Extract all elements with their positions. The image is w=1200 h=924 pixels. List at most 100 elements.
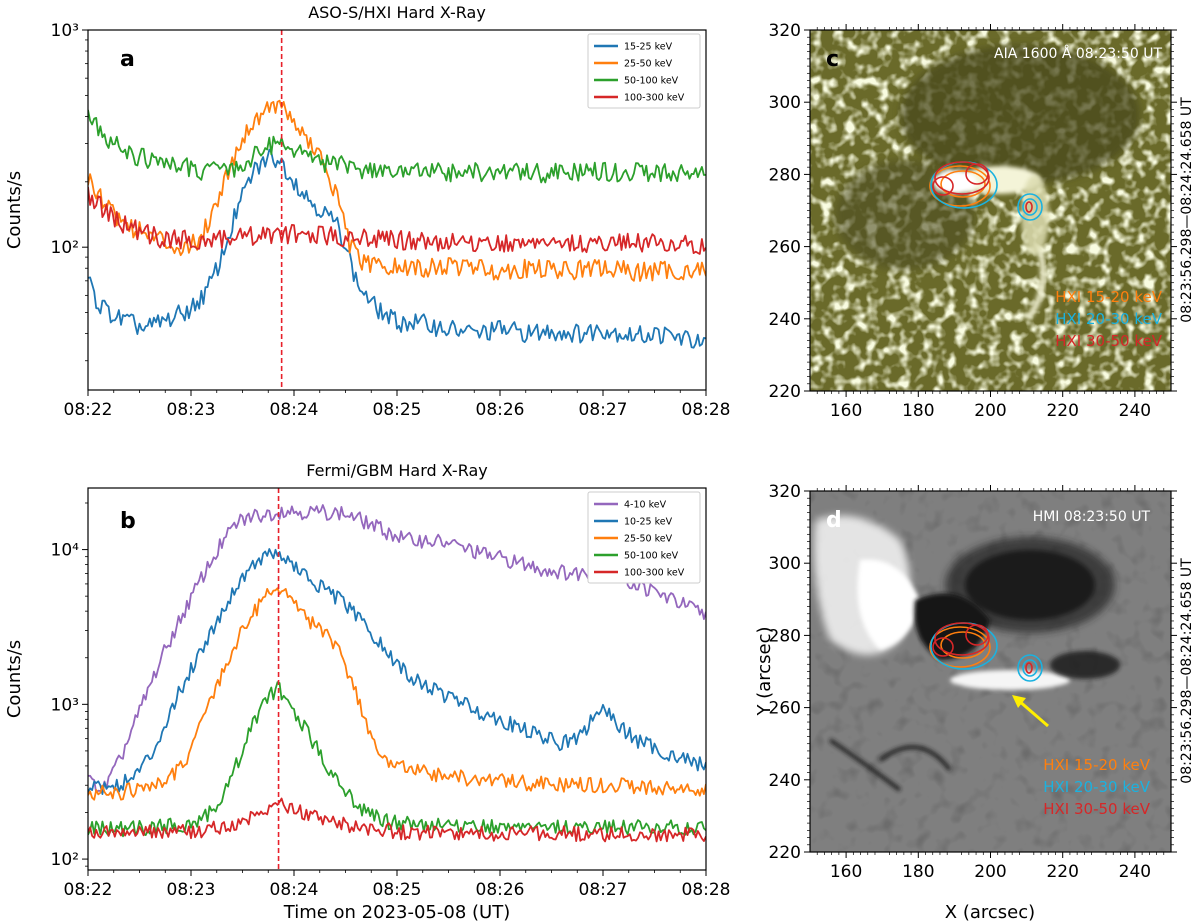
panel-b-ticks: 08:22 08:23 08:24 08:25 08:26 08:27 08:28 10² 10… — [51, 502, 731, 900]
yellow-arrow-head — [1012, 695, 1026, 708]
aia-dark-region — [900, 45, 1140, 185]
aia-filament-trace — [1025, 249, 1047, 320]
panel-a-legend: 15-25 keV 25-50 keV 50-100 keV 100-300 keV — [587, 33, 701, 109]
x-tick-label: 180 — [902, 401, 934, 421]
panel-c-image — [810, 30, 1171, 391]
y-tick-label: 280 — [769, 165, 801, 185]
legend-box — [587, 491, 701, 584]
contour-d-15-20-b — [940, 631, 986, 659]
y-tick-label: 220 — [769, 843, 801, 863]
panel-c: 160 180 200 220 240 220 240 260 280 300 320 c AIA … — [769, 21, 1195, 421]
series-line-25-50-keV — [88, 99, 706, 282]
panel-d-image-title: HMI 08:23:50 UT — [1033, 509, 1151, 525]
y-tick-label: 240 — [769, 310, 801, 330]
panel-d-side-label: 08:23:56.298—08:24:24.658 UT — [1179, 558, 1195, 784]
y-tick-label: 240 — [769, 771, 801, 791]
contour-d-20-30-c — [1022, 659, 1038, 677]
y-tick-label: 10³ — [51, 21, 79, 41]
x-tick-label: 200 — [974, 401, 1006, 421]
aia-flare-ribbon — [960, 166, 1040, 194]
panel-d-label: d — [826, 508, 842, 533]
contour-d-30-50-d — [1025, 662, 1033, 674]
contour-d-20-30-b — [1017, 654, 1043, 682]
panel-d: 160 180 200 220 240 220 240 260 280 300 320 d HMI … — [754, 482, 1195, 923]
panel-b-ylabel: Counts/s — [4, 640, 25, 718]
x-tick-label: 160 — [830, 401, 862, 421]
y-tick-label: 260 — [769, 699, 801, 719]
legend-label: 4-10 keV — [624, 500, 667, 511]
x-tick-label: 08:28 — [682, 400, 731, 420]
contour-c-15-20-b — [940, 170, 986, 198]
panel-b-label: b — [120, 509, 136, 534]
panel-d-legend-20-30: HXI 20-30 keV — [1043, 778, 1150, 796]
hmi-positive-core — [857, 559, 920, 650]
x-tick-label: 08:25 — [373, 400, 422, 420]
aia-flare-tail — [1021, 175, 1049, 255]
y-tick-label: 280 — [769, 626, 801, 646]
y-tick-label: 10² — [51, 850, 79, 870]
contour-c-20-30-c — [1022, 198, 1038, 216]
panel-a-label: a — [120, 47, 135, 72]
y-tick-label: 220 — [769, 382, 801, 402]
contour-c-30-50-d — [1025, 201, 1033, 213]
x-tick-label: 08:23 — [167, 880, 216, 900]
hmi-positive-ribbon — [950, 670, 1070, 690]
series-line-50-100-keV — [88, 681, 706, 838]
panel-c-legend-30-50: HXI 30-50 keV — [1055, 332, 1162, 350]
x-tick-label: 08:26 — [476, 400, 525, 420]
contour-c-30-50-a — [932, 176, 954, 196]
series-line-15-25-keV — [88, 148, 706, 349]
x-tick-label: 08:28 — [682, 880, 731, 900]
x-tick-label: 08:22 — [64, 400, 113, 420]
panel-c-contours — [929, 161, 1043, 221]
y-tick-label: 320 — [769, 21, 801, 41]
panel-d-ticks: 160 180 200 220 240 220 240 260 280 300 320 — [769, 482, 1177, 882]
series-line-100-300-keV — [88, 186, 706, 255]
legend-label: 25-50 keV — [624, 59, 673, 70]
legend-label: 15-25 keV — [624, 42, 673, 53]
contour-c-30-50-c — [934, 161, 990, 195]
y-tick-label: 10³ — [51, 695, 79, 715]
legend-box — [587, 33, 701, 109]
panel-b-legend: 4-10 keV 10-25 keV 25-50 keV 50-100 keV 100-… — [587, 491, 701, 584]
y-tick-label: 300 — [769, 93, 801, 113]
panel-a-title: ASO-S/HXI Hard X-Ray — [308, 3, 486, 22]
panel-a-plot-area — [88, 30, 706, 390]
contour-c-15-20-a — [929, 165, 991, 207]
y-tick-label: 320 — [769, 482, 801, 502]
y-tick-label: 10⁴ — [51, 541, 80, 561]
panel-d-ylabel: Y (arcsec) — [754, 626, 775, 716]
y-tick-label: 260 — [769, 238, 801, 258]
legend-label: 10-25 keV — [624, 517, 673, 528]
panel-a-ticks: 08:22 08:23 08:24 08:25 08:26 08:27 08:28 10² 10… — [51, 21, 731, 420]
x-tick-label: 08:22 — [64, 880, 113, 900]
panel-d-image — [810, 491, 1171, 852]
contour-c-20-30-b — [1017, 193, 1043, 221]
x-tick-label: 200 — [974, 862, 1006, 882]
x-tick-label: 08:23 — [167, 400, 216, 420]
panel-d-xlabel: X (arcsec) — [945, 902, 1035, 923]
x-tick-label: 240 — [1119, 862, 1151, 882]
panel-c-ticks: 160 180 200 220 240 220 240 260 280 300 320 — [769, 21, 1177, 421]
x-tick-label: 08:25 — [373, 880, 422, 900]
x-tick-label: 08:24 — [270, 880, 319, 900]
legend-label: 50-100 keV — [624, 76, 679, 87]
hmi-negative-fragments — [828, 738, 952, 792]
x-tick-label: 220 — [1046, 862, 1078, 882]
x-tick-label: 240 — [1119, 401, 1151, 421]
legend-label: 50-100 keV — [624, 551, 679, 562]
hmi-sunspot-penumbra — [945, 537, 1115, 633]
panel-b-xlabel: Time on 2023-05-08 (UT) — [283, 902, 510, 923]
yellow-arrow-shaft — [1017, 698, 1049, 728]
panel-d-contours — [929, 622, 1043, 682]
x-tick-label: 08:27 — [579, 400, 628, 420]
x-tick-label: 08:27 — [579, 880, 628, 900]
panel-c-legend-15-20: HXI 15-20 keV — [1055, 288, 1162, 306]
panel-a: ASO-S/HXI Hard X-Ray Counts/s 08:22 08:23… — [4, 3, 731, 420]
panel-c-label: c — [826, 47, 839, 72]
yellow-arrow — [1012, 695, 1049, 728]
panel-c-legend-20-30: HXI 20-30 keV — [1055, 310, 1162, 328]
panel-c-side-label: 08:23:56.298—08:24:24.658 UT — [1179, 97, 1195, 323]
legend-label: 100-300 keV — [624, 93, 685, 104]
